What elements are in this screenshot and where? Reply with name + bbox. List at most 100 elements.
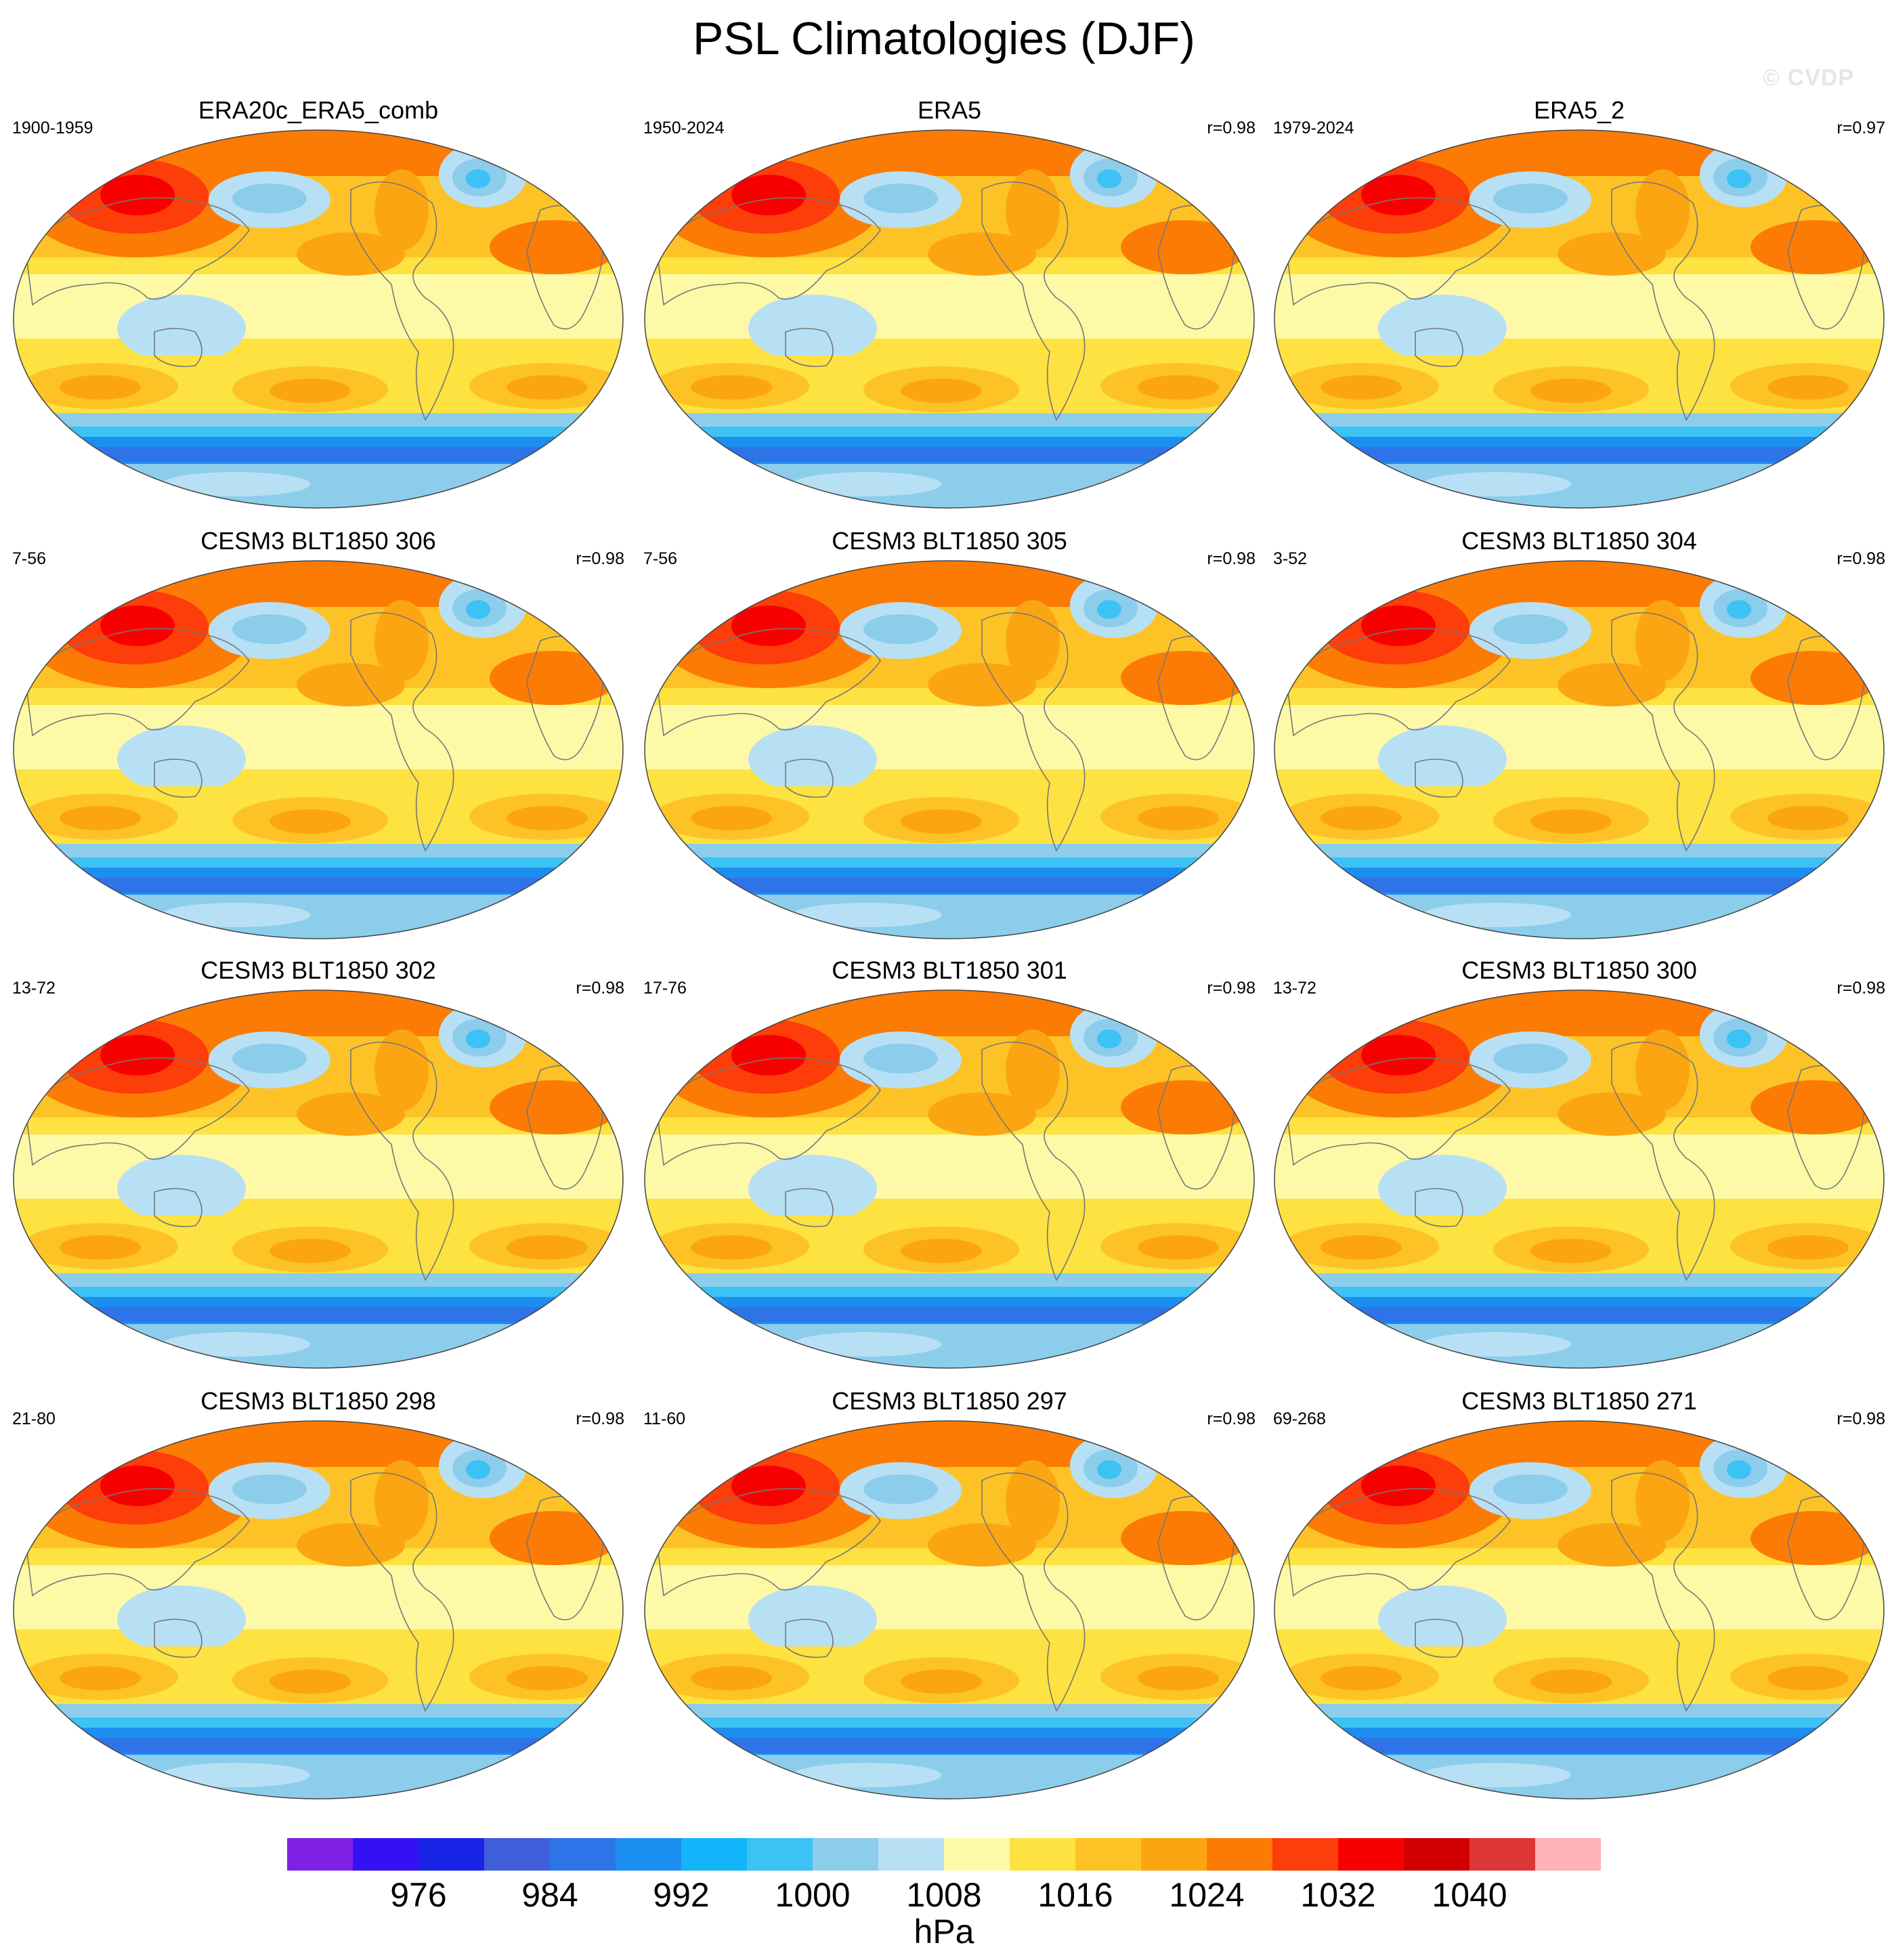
panel-years: 7-56 xyxy=(643,549,678,568)
tropical-band xyxy=(14,1134,623,1199)
australia-outline xyxy=(154,759,202,798)
panel-years: 7-56 xyxy=(12,549,47,568)
colorbar-box xyxy=(1141,1838,1207,1871)
pacific-high-north xyxy=(297,1523,405,1567)
colorbar-tick-label: 1024 xyxy=(1169,1876,1245,1914)
so-band-2 xyxy=(14,427,623,437)
so-band-2 xyxy=(645,1718,1254,1728)
antarctic-band xyxy=(645,895,1254,939)
aleutian-low-core xyxy=(1493,1474,1568,1504)
map-panel: CESM3 BLT1850 298 21-80 r=0.98 xyxy=(12,1386,624,1800)
sh-high-core xyxy=(691,806,772,830)
so-band-2 xyxy=(1274,1287,1884,1297)
panel-title: CESM3 BLT1850 297 xyxy=(832,1387,1067,1415)
antarctic-band xyxy=(1274,1324,1884,1368)
psl-map xyxy=(1274,1420,1885,1799)
map-panel: CESM3 BLT1850 306 7-56 r=0.98 xyxy=(12,526,624,940)
sh-high-core xyxy=(1767,375,1849,400)
so-band-1 xyxy=(14,413,623,427)
antarctic-high xyxy=(161,472,310,496)
aleutian-low-core xyxy=(863,614,938,644)
na-continental-high xyxy=(374,1460,429,1541)
panel-title: CESM3 BLT1850 301 xyxy=(832,956,1067,984)
pacific-high-north xyxy=(297,232,405,276)
so-band-1 xyxy=(14,1704,623,1718)
colorbar-box xyxy=(1404,1838,1469,1871)
aleutian-low-core xyxy=(863,1044,938,1073)
sh-high-core xyxy=(507,806,588,830)
antarctic-band xyxy=(1274,464,1884,508)
so-band-4 xyxy=(1274,1307,1884,1322)
map-panel: CESM3 BLT1850 297 11-60 r=0.98 xyxy=(643,1386,1256,1800)
sh-high-core xyxy=(60,1235,141,1260)
australia-outline xyxy=(154,1188,202,1227)
na-continental-high xyxy=(1006,169,1060,251)
arctic-high-band xyxy=(1274,990,1884,1036)
sh-high-core xyxy=(1767,806,1849,830)
icelandic-low-core xyxy=(1727,1029,1751,1048)
arctic-high-band xyxy=(645,1421,1254,1467)
panel-years: 21-80 xyxy=(12,1409,56,1428)
sh-high-core xyxy=(901,809,982,834)
map-border xyxy=(644,989,1255,1369)
sh-high-core xyxy=(1767,1235,1849,1260)
panel-years: 1900-1959 xyxy=(12,119,93,137)
azores-high xyxy=(1121,1511,1249,1565)
map-panel: ERA5 1950-2024 r=0.98 xyxy=(643,95,1256,509)
pacific-high-north xyxy=(928,663,1036,706)
colorbar-tick-label: 1040 xyxy=(1432,1876,1507,1914)
americas-outline xyxy=(981,1472,1086,1712)
sh-high-core xyxy=(691,1235,772,1260)
antarctic-high xyxy=(161,1763,310,1787)
map-border xyxy=(13,129,624,509)
antarctic-high xyxy=(1422,1763,1571,1787)
map-panel: CESM3 BLT1850 271 69-268 r=0.98 xyxy=(1273,1386,1885,1800)
azores-high xyxy=(1751,651,1879,705)
panel-correlation: r=0.98 xyxy=(1207,1409,1256,1428)
australia-outline xyxy=(785,1619,834,1658)
map-border xyxy=(1274,129,1885,509)
so-band-2 xyxy=(1274,427,1884,437)
colorbar-tick-label: 1032 xyxy=(1300,1876,1376,1914)
panel-correlation: r=0.98 xyxy=(1837,979,1885,998)
so-band-1 xyxy=(1274,413,1884,427)
siberian-high-core xyxy=(731,175,806,215)
siberian-high-core xyxy=(1361,1035,1436,1075)
psl-map xyxy=(13,989,624,1369)
icelandic-low-core xyxy=(466,1460,490,1479)
so-band-2 xyxy=(1274,857,1884,868)
map-panel: CESM3 BLT1850 304 3-52 r=0.98 xyxy=(1273,526,1885,940)
so-band-1 xyxy=(645,1704,1254,1718)
asia-outline xyxy=(1286,197,1511,306)
pacific-high-north xyxy=(297,1092,405,1136)
tropical-band xyxy=(14,274,623,339)
colorbar-box xyxy=(353,1838,419,1871)
antarctic-band xyxy=(1274,895,1884,939)
na-continental-high xyxy=(1635,1460,1690,1541)
panel-years: 11-60 xyxy=(643,1409,686,1428)
panel-correlation: r=0.98 xyxy=(1837,1409,1885,1428)
pacific-high-north xyxy=(928,1523,1036,1567)
sh-high-core xyxy=(901,379,982,403)
so-band-1 xyxy=(645,844,1254,857)
arctic-high-band xyxy=(14,561,623,607)
colorbar-tick-label: 1000 xyxy=(775,1876,851,1914)
so-band-1 xyxy=(14,1273,623,1287)
panel-correlation: r=0.98 xyxy=(1207,119,1256,137)
so-band-1 xyxy=(14,844,623,857)
sh-high-core xyxy=(1767,1666,1849,1690)
map-panel: CESM3 BLT1850 301 17-76 r=0.98 xyxy=(643,955,1256,1369)
colorbar-units: hPa xyxy=(914,1913,974,1951)
icelandic-low-core xyxy=(1097,600,1121,619)
pacific-high-north xyxy=(1558,663,1666,706)
colorbar-box xyxy=(1010,1838,1075,1871)
americas-outline xyxy=(981,182,1086,421)
panel-years: 69-268 xyxy=(1273,1409,1326,1428)
sh-high-core xyxy=(901,1669,982,1694)
na-continental-high xyxy=(1635,1029,1690,1111)
panel-years: 17-76 xyxy=(643,979,687,998)
asia-outline xyxy=(656,628,881,737)
so-band-2 xyxy=(645,427,1254,437)
pacific-high-north xyxy=(1558,1523,1666,1567)
asia-outline xyxy=(656,197,881,306)
